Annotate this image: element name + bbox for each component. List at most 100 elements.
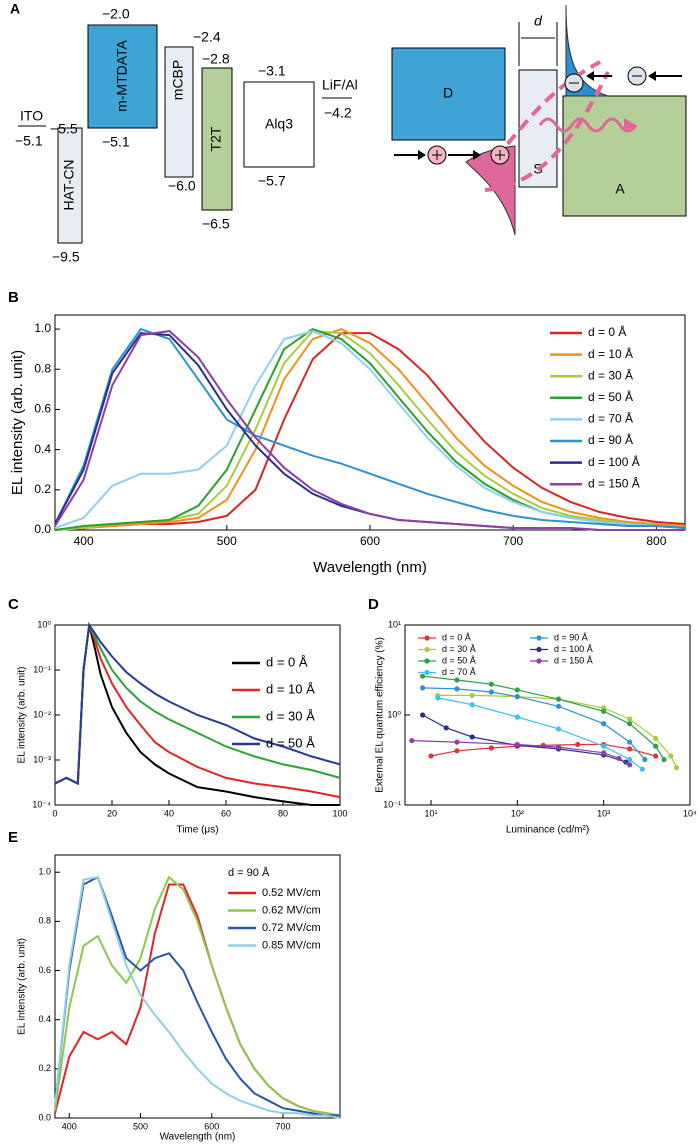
plot-frame xyxy=(54,854,341,1119)
legend-label: d = 30 Å xyxy=(266,708,315,723)
data-point xyxy=(514,687,520,693)
x-tick-label: 500 xyxy=(217,534,237,548)
data-point xyxy=(661,756,667,763)
legend-label: d = 150 Å xyxy=(554,655,593,665)
legend-label: d = 0 Å xyxy=(588,324,626,339)
data-point xyxy=(469,734,475,740)
panel-label: D xyxy=(368,596,379,613)
donor-box xyxy=(391,47,506,141)
data-point xyxy=(514,694,520,700)
data-point xyxy=(420,673,426,679)
x-tick-label: 700 xyxy=(275,1121,290,1131)
legend-label: d = 30 Å xyxy=(442,644,476,654)
data-point xyxy=(443,725,449,731)
data-point xyxy=(653,735,659,741)
data-point xyxy=(555,696,562,702)
legend-label: d = 90 Å xyxy=(588,432,633,447)
legend-label: d = 0 Å xyxy=(442,632,471,642)
data-point xyxy=(555,744,562,750)
series-line xyxy=(54,875,341,1117)
y-tick-label: 0.8 xyxy=(38,916,51,926)
x-tick-label: 400 xyxy=(74,534,94,548)
data-point xyxy=(555,703,562,709)
legend-label: d = 10 Å xyxy=(588,346,633,361)
y-tick-label: 10⁰ xyxy=(387,709,401,719)
y-tick-label: 10⁻¹ xyxy=(383,799,401,809)
data-point xyxy=(601,708,607,714)
series-line xyxy=(54,330,686,531)
layer-name: mCBP xyxy=(170,60,186,100)
legend-marker xyxy=(424,669,430,676)
legend-label: d = 10 Å xyxy=(266,681,315,696)
x-tick-label: 10⁴ xyxy=(683,808,697,818)
legend-marker xyxy=(536,646,542,653)
data-point xyxy=(627,746,633,752)
arrow-head xyxy=(473,150,481,160)
data-point xyxy=(454,686,460,692)
legend-marker xyxy=(536,658,542,664)
layer-name: HAT-CN xyxy=(61,159,77,210)
data-point xyxy=(555,726,562,732)
legend-marker xyxy=(536,635,542,641)
x-tick-label: 0 xyxy=(52,808,57,818)
data-point xyxy=(668,753,674,759)
legend-label: d = 30 Å xyxy=(588,367,633,382)
series-line xyxy=(437,697,643,770)
data-point xyxy=(601,750,607,756)
series-line xyxy=(54,875,341,1119)
acceptor-label: A xyxy=(615,181,625,197)
data-point xyxy=(653,753,659,759)
legend-label: d = 90 Å xyxy=(554,632,588,642)
x-tick-label: 10² xyxy=(511,808,524,818)
y-axis-title: EL intensity (arb. unit) xyxy=(17,667,28,764)
data-point xyxy=(420,712,426,718)
level-label: −2.8 xyxy=(202,51,230,67)
series-line xyxy=(54,330,685,531)
legend-label: 0.52 MV/cm xyxy=(262,887,321,899)
y-tick-label: 0.6 xyxy=(38,965,51,975)
hole-density xyxy=(465,145,516,236)
data-point xyxy=(454,739,460,745)
x-tick-label: 500 xyxy=(133,1121,148,1131)
y-tick-label: 0.0 xyxy=(34,522,51,536)
level-label: −6.5 xyxy=(202,216,230,232)
annotation: d = 90 Å xyxy=(228,866,270,879)
arrow-head xyxy=(624,118,636,132)
data-point xyxy=(488,689,494,695)
data-point xyxy=(488,681,494,687)
data-point xyxy=(616,755,622,761)
layer-name: T2T xyxy=(208,126,224,151)
acceptor-box xyxy=(562,95,687,217)
level-label: −5.5 xyxy=(50,121,78,137)
layer-name: LiF/Al xyxy=(322,77,358,93)
recombination-path xyxy=(484,71,610,192)
layer-name: ITO xyxy=(20,108,43,124)
legend-label: d = 50 Å xyxy=(588,389,633,404)
level-label: −5.1 xyxy=(15,133,43,149)
x-tick-label: 600 xyxy=(204,1121,219,1131)
x-tick-label: 20 xyxy=(107,808,117,818)
layer-box xyxy=(87,24,158,129)
legend-marker xyxy=(424,635,430,641)
data-point xyxy=(435,695,441,701)
layer-box xyxy=(57,127,83,244)
layer-name: m-MTDATA xyxy=(114,39,130,111)
x-axis-title: Luminance (cd/m²) xyxy=(506,825,589,836)
legend-label: d = 70 Å xyxy=(442,667,476,677)
series-line xyxy=(54,328,686,531)
data-point xyxy=(674,765,680,771)
series-line xyxy=(54,327,686,529)
series-line xyxy=(54,332,686,531)
y-tick-label: 10⁻² xyxy=(33,709,51,719)
data-point xyxy=(428,753,434,759)
level-label: −3.1 xyxy=(258,63,286,79)
y-tick-label: 0.6 xyxy=(34,402,51,416)
data-point xyxy=(409,737,415,744)
level-label: −6.0 xyxy=(168,178,196,194)
x-axis-title: Time (μs) xyxy=(176,825,218,836)
y-tick-label: 0.0 xyxy=(38,1112,51,1122)
y-tick-label: 10¹ xyxy=(388,619,401,629)
x-axis-title: Wavelength (nm) xyxy=(160,1132,236,1143)
